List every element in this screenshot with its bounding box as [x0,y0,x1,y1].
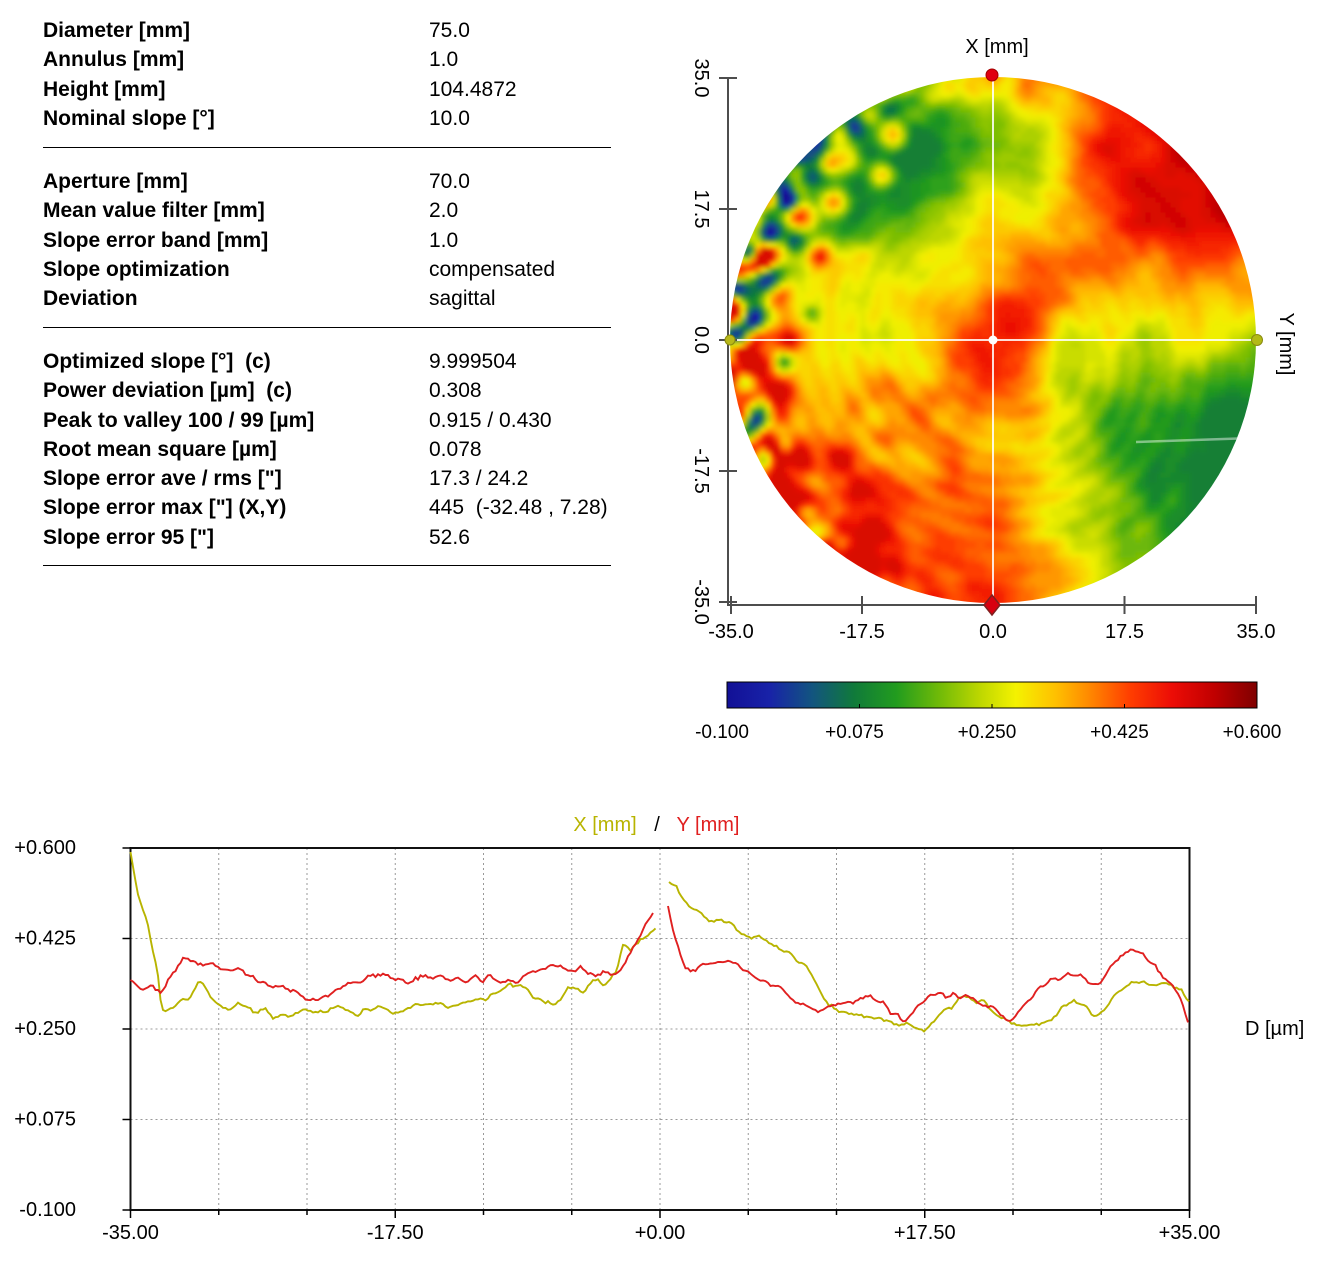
svg-text:+0.600: +0.600 [1223,722,1282,743]
svg-text:-17.50: -17.50 [367,1222,424,1244]
svg-text:Y [mm]: Y [mm] [1275,313,1297,376]
svg-text:Y [mm]: Y [mm] [677,814,740,836]
svg-text:-35.0: -35.0 [708,621,754,643]
svg-text:0.0: 0.0 [979,621,1007,643]
svg-text:+0.425: +0.425 [14,928,76,950]
svg-text:+0.250: +0.250 [14,1018,76,1040]
svg-text:-17.5: -17.5 [690,448,712,494]
svg-text:17.5: 17.5 [690,190,712,229]
svg-text:35.0: 35.0 [690,59,712,98]
svg-text:0.0: 0.0 [690,326,712,354]
svg-text:+0.425: +0.425 [1090,722,1149,743]
svg-text:-35.0: -35.0 [690,579,712,625]
svg-text:-0.100: -0.100 [695,722,749,743]
svg-text:D [µm]: D [µm] [1245,1018,1304,1040]
svg-text:35.0: 35.0 [1237,621,1276,643]
svg-text:+0.250: +0.250 [958,722,1017,743]
svg-text:+0.075: +0.075 [14,1109,76,1131]
svg-text:-17.5: -17.5 [839,621,885,643]
svg-text:-35.00: -35.00 [102,1222,159,1244]
svg-text:+0.600: +0.600 [14,837,76,859]
svg-text:+0.00: +0.00 [635,1222,686,1244]
svg-text:X [mm]: X [mm] [965,36,1028,58]
svg-text:+0.075: +0.075 [825,722,884,743]
svg-text:+35.00: +35.00 [1159,1222,1221,1244]
svg-text:X [mm]: X [mm] [573,814,636,836]
svg-text:/: / [654,814,660,836]
svg-text:-0.100: -0.100 [19,1199,76,1221]
svg-text:17.5: 17.5 [1105,621,1144,643]
svg-text:+17.50: +17.50 [894,1222,956,1244]
